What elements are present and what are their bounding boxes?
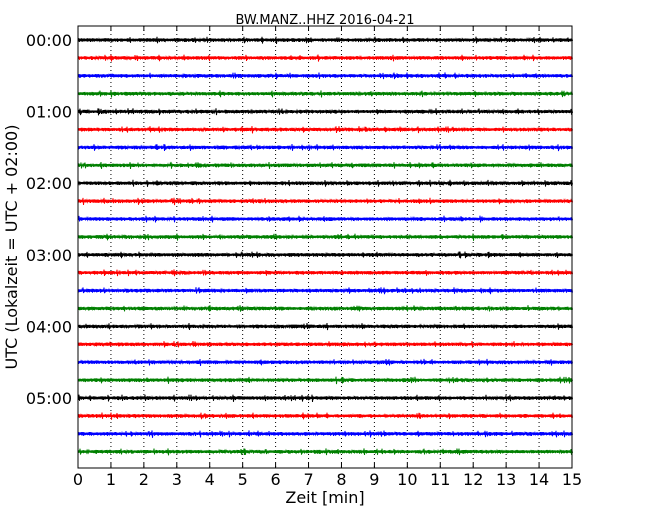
- x-tick-label: 15: [562, 470, 582, 489]
- x-tick-label: 14: [529, 470, 549, 489]
- y-axis-label: UTC (Lokalzeit = UTC + 02:00): [2, 125, 21, 370]
- trace-0215: [77, 197, 573, 206]
- grid-layer: [110, 26, 540, 468]
- x-tick-label: 11: [430, 470, 450, 489]
- trace-0315: [77, 269, 573, 277]
- x-axis-label: Zeit [min]: [285, 488, 364, 507]
- x-tick-label: 7: [303, 470, 313, 489]
- y-tick-label: 01:00: [26, 103, 72, 122]
- trace-0100: [77, 108, 573, 116]
- trace-0515: [77, 412, 573, 420]
- x-tick-label: 4: [205, 470, 215, 489]
- x-tick-label: 9: [369, 470, 379, 489]
- trace-0015: [77, 54, 573, 62]
- trace-0415: [77, 340, 573, 348]
- trace-0115: [77, 126, 573, 134]
- chart-title: BW.MANZ..HHZ 2016-04-21: [235, 13, 414, 28]
- trace-0530: [77, 430, 573, 438]
- trace-0000: [77, 36, 573, 44]
- x-tick-label: 3: [172, 470, 182, 489]
- x-tick-label: 2: [139, 470, 149, 489]
- y-tick-label: 04:00: [26, 317, 72, 336]
- x-tick-label: 13: [496, 470, 516, 489]
- x-tick-label: 8: [336, 470, 346, 489]
- x-tick-label: 10: [397, 470, 417, 489]
- y-tick-label: 03:00: [26, 246, 72, 265]
- trace-0400: [77, 322, 573, 331]
- x-tick-label: 5: [238, 470, 248, 489]
- tick-layer: 0 1 2 3 4 5 6 7 8 9 10 11 12 13 14 1500:0001:0002:0003:…: [26, 26, 582, 489]
- trace-0500: [77, 394, 573, 403]
- trace-0330: [77, 287, 573, 295]
- trace-0300: [77, 251, 573, 259]
- y-tick-label: 02:00: [26, 174, 72, 193]
- x-tick-label: 1: [106, 470, 116, 489]
- trace-0430: [77, 358, 573, 366]
- trace-0245: [77, 233, 573, 241]
- y-tick-label: 05:00: [26, 389, 72, 408]
- trace-0345: [77, 305, 573, 312]
- trace-layer: [77, 36, 573, 456]
- x-tick-label: 12: [463, 470, 483, 489]
- trace-0045: [77, 90, 573, 98]
- x-tick-label: 0: [73, 470, 83, 489]
- plot-frame: [77, 25, 573, 469]
- trace-0130: [77, 143, 573, 152]
- trace-0200: [77, 179, 573, 187]
- x-tick-label: 6: [271, 470, 281, 489]
- trace-0030: [77, 72, 573, 80]
- trace-0545: [77, 448, 573, 456]
- y-tick-label: 00:00: [26, 31, 72, 50]
- trace-0145: [77, 161, 573, 170]
- trace-0445: [77, 376, 573, 385]
- trace-0230: [77, 215, 573, 223]
